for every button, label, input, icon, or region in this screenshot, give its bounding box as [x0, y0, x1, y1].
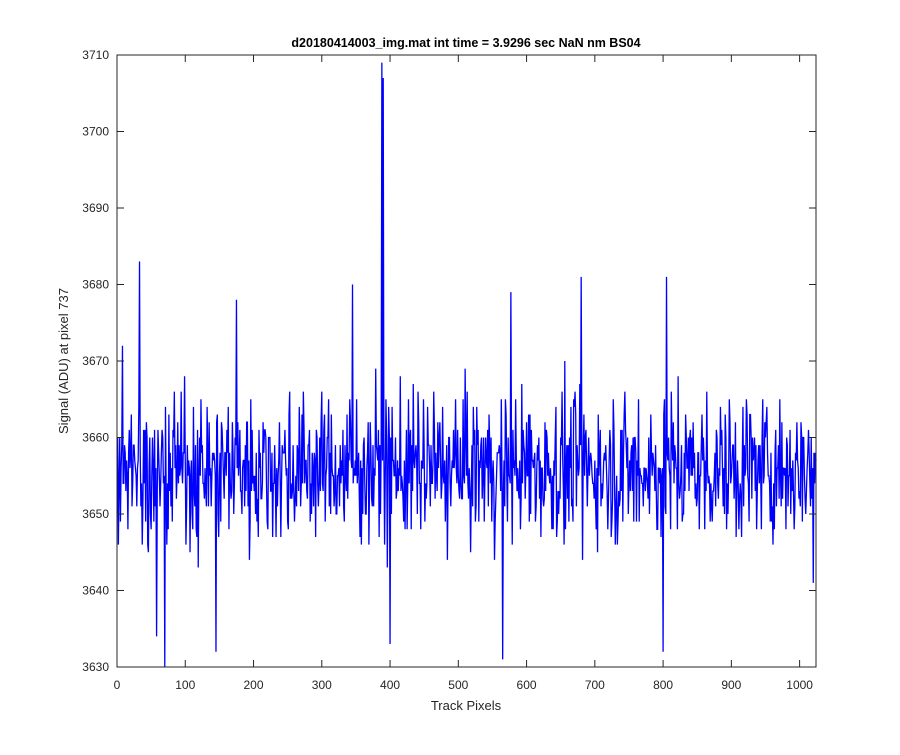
y-tick-label: 3640: [82, 584, 109, 598]
x-tick-label: 0: [114, 678, 121, 692]
x-tick-label: 1000: [786, 678, 813, 692]
x-tick-label: 600: [517, 678, 537, 692]
y-tick-label: 3710: [82, 48, 109, 62]
y-tick-label: 3650: [82, 507, 109, 521]
x-tick-label: 300: [312, 678, 332, 692]
x-tick-label: 700: [585, 678, 605, 692]
x-tick-label: 900: [721, 678, 741, 692]
x-tick-label: 100: [175, 678, 195, 692]
y-tick-label: 3700: [82, 125, 109, 139]
y-tick-label: 3630: [82, 660, 109, 674]
y-axis-label: Signal (ADU) at pixel 737: [56, 288, 71, 434]
y-tick-label: 3680: [82, 278, 109, 292]
x-axis-label: Track Pixels: [431, 698, 502, 713]
x-tick-label: 500: [448, 678, 468, 692]
x-tick-label: 400: [380, 678, 400, 692]
plot-area-background: [117, 55, 816, 667]
chart-title: d20180414003_img.mat int time = 3.9296 s…: [291, 36, 640, 50]
y-tick-label: 3690: [82, 201, 109, 215]
x-tick-label: 800: [653, 678, 673, 692]
x-tick-label: 200: [244, 678, 264, 692]
y-tick-label: 3660: [82, 431, 109, 445]
y-tick-label: 3670: [82, 354, 109, 368]
